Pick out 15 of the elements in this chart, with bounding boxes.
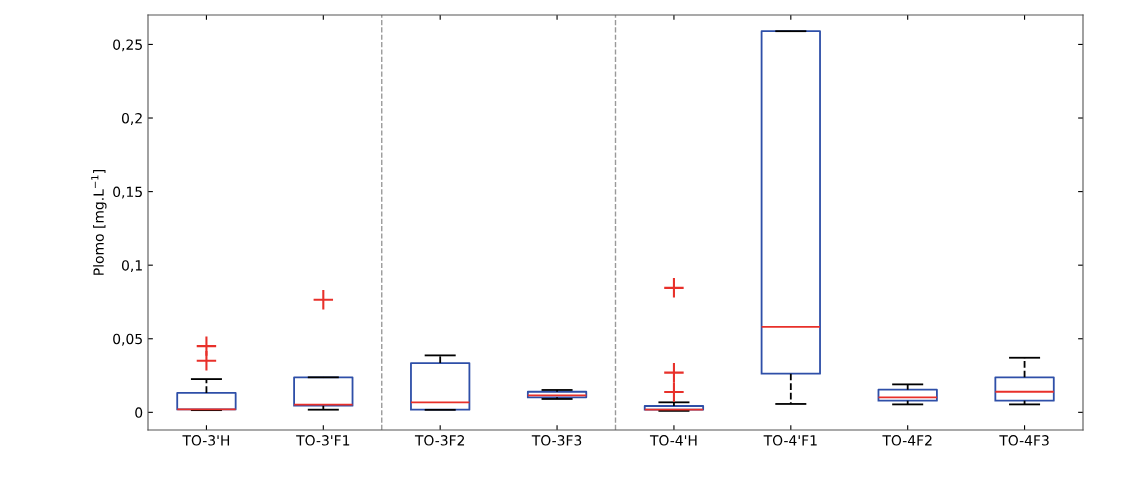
- y-axis-title: Plomo [mg.L$^{−1}$]: [91, 170, 107, 275]
- x-tick-label: TO-3F2: [414, 435, 465, 446]
- y-tick-label: 0,25: [113, 39, 142, 52]
- x-tick-label: TO-3'H: [182, 435, 230, 446]
- x-tick-label: TO-4F3: [999, 435, 1049, 446]
- y-tick-label: 0,2: [121, 112, 142, 125]
- y-tick-label: 0,15: [113, 186, 142, 199]
- x-tick-label: TO-4F2: [882, 435, 932, 446]
- x-tick-label: TO-3F3: [531, 435, 582, 446]
- x-tick-label: TO-4'H: [649, 435, 697, 446]
- x-tick-label: TO-3'F1: [296, 435, 350, 446]
- y-tick-label: 0,1: [121, 260, 142, 273]
- y-tick-label: 0,05: [113, 333, 142, 346]
- y-tick-label: 0: [135, 407, 143, 418]
- x-tick-label: TO-4'F1: [763, 435, 817, 446]
